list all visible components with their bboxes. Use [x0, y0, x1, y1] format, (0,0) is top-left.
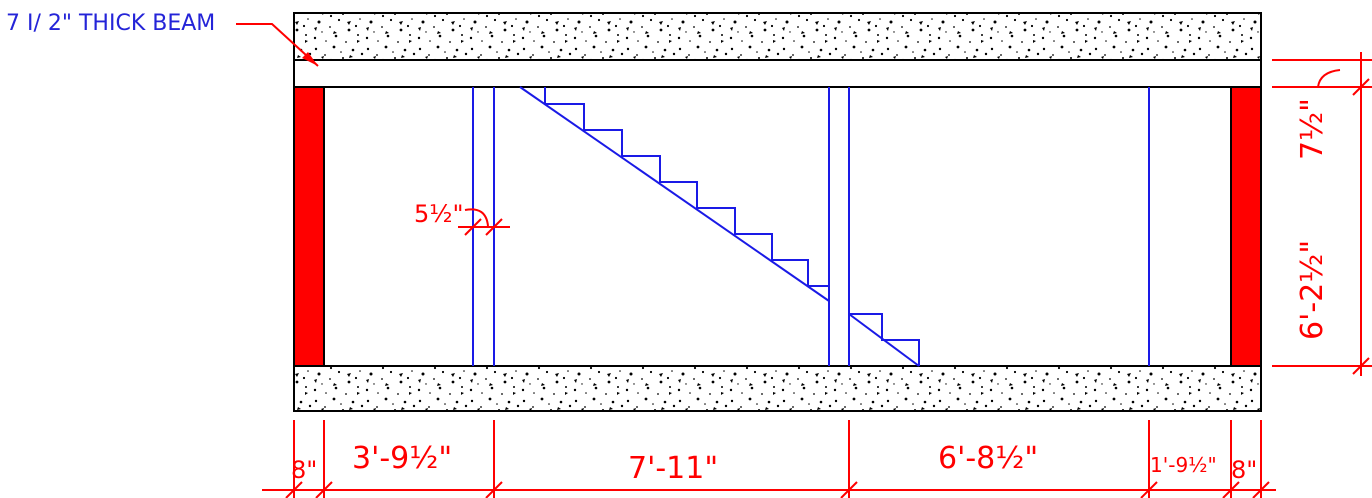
leader-arrow-icon: [236, 23, 319, 67]
dim-right-small-bay: 1'-9½": [1150, 453, 1217, 477]
inner-dimension: [458, 208, 510, 236]
bottom-dimension-line: [262, 420, 1276, 498]
framing-lines: [472, 87, 1150, 366]
bottom-slab: [293, 365, 1262, 412]
left-column: [293, 86, 325, 367]
right-column: [1230, 86, 1262, 367]
dim-beam-depth: 7½": [1295, 98, 1330, 160]
leader-arrowhead: [302, 52, 318, 66]
dim-right-bay: 6'-8½": [938, 441, 1038, 476]
thick-beam: [293, 59, 1262, 88]
beam-callout-label: 7 I/ 2" THICK BEAM: [6, 11, 215, 36]
dim-left-bay: 3'-9½": [352, 441, 452, 476]
staircase: [519, 86, 920, 367]
dim-middle-bay: 7'-11": [628, 451, 718, 486]
top-slab: [293, 12, 1262, 61]
dim-clear-height: 6'-2½": [1295, 240, 1330, 340]
dim-right-column: 8": [1231, 456, 1257, 484]
dim-left-column: 8": [291, 456, 317, 484]
right-dimension-line: [1272, 52, 1372, 376]
dim-wall-thickness: 5½": [414, 200, 464, 228]
